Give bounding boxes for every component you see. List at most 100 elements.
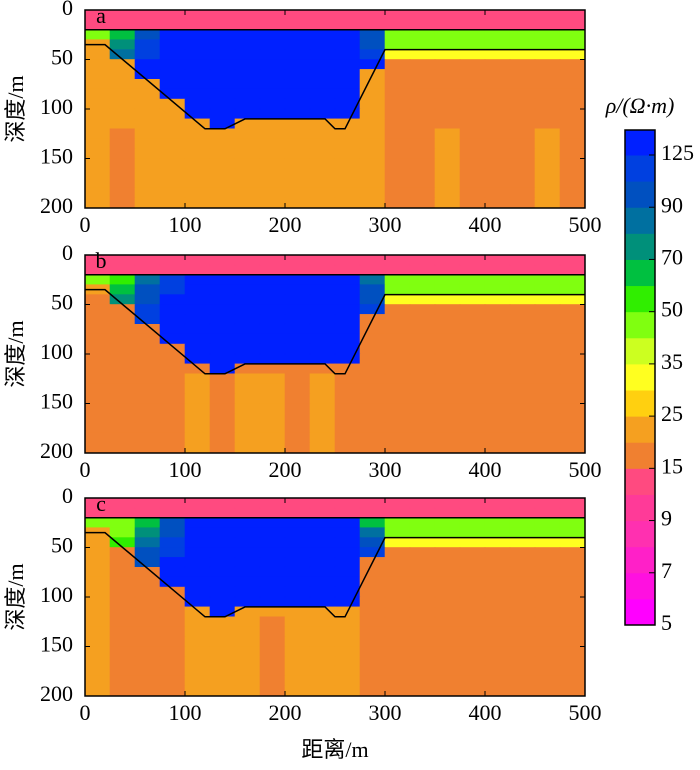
cell: [509, 596, 536, 608]
cell: [484, 606, 511, 618]
cell: [159, 314, 186, 325]
cell: [459, 403, 486, 414]
cell: [109, 168, 136, 179]
cell: [159, 547, 186, 558]
cell: [459, 333, 486, 345]
cell: [309, 168, 336, 179]
cell: [234, 646, 261, 657]
cell: [434, 636, 461, 647]
cell: [84, 383, 111, 394]
cell: [359, 685, 386, 697]
cell: [509, 264, 536, 276]
cell: [309, 675, 336, 687]
cell: [184, 636, 211, 647]
cell: [409, 88, 436, 100]
cell: [84, 49, 111, 60]
cell: [109, 197, 136, 209]
cell: [84, 547, 111, 558]
cell: [284, 168, 311, 179]
cell: [84, 646, 111, 657]
cell: [309, 178, 336, 189]
cell: [359, 187, 386, 199]
cell: [334, 403, 361, 414]
cell: [109, 675, 136, 687]
cell: [359, 363, 386, 375]
cell: [209, 343, 236, 355]
cell: [359, 656, 386, 667]
cell: [334, 527, 361, 538]
cell: [359, 178, 386, 189]
cell: [384, 168, 411, 179]
cell: [559, 497, 586, 509]
cell: [259, 497, 286, 509]
cell: [134, 497, 161, 509]
cell: [284, 373, 311, 384]
cell: [309, 413, 336, 424]
colorbar-title: ρ/(Ω·m): [605, 93, 675, 118]
cell: [534, 383, 561, 394]
cell: [384, 98, 411, 110]
cell: [534, 59, 561, 70]
cell: [184, 69, 211, 80]
cell: [109, 576, 136, 588]
cell: [409, 284, 436, 295]
cell: [284, 294, 311, 305]
cell: [434, 527, 461, 538]
cell: [434, 547, 461, 558]
cell: [334, 187, 361, 199]
cell: [134, 88, 161, 100]
cell: [309, 606, 336, 618]
cell: [484, 442, 511, 454]
cell: [334, 197, 361, 209]
cell: [134, 187, 161, 199]
cell: [309, 79, 336, 90]
cell: [509, 685, 536, 697]
cell: [384, 128, 411, 140]
x-tick-label: 500: [569, 457, 602, 482]
cell: [159, 9, 186, 21]
cell: [409, 507, 436, 519]
cell: [334, 178, 361, 189]
cell: [109, 373, 136, 384]
cell: [434, 656, 461, 667]
cell: [409, 422, 436, 434]
cell: [134, 314, 161, 325]
cell: [409, 665, 436, 677]
cell: [234, 403, 261, 414]
cell: [309, 138, 336, 149]
cell: [309, 685, 336, 697]
cell: [134, 413, 161, 424]
cell: [509, 343, 536, 355]
cell: [509, 19, 536, 31]
cell: [384, 442, 411, 454]
colorbar-swatch: [625, 572, 655, 600]
cell: [109, 596, 136, 608]
cell: [384, 187, 411, 199]
cell: [384, 557, 411, 568]
cell: [509, 363, 536, 375]
cell: [209, 304, 236, 315]
cell: [384, 422, 411, 434]
cell: [484, 128, 511, 140]
cell: [234, 353, 261, 365]
cell: [509, 197, 536, 209]
cell: [359, 442, 386, 454]
cell: [284, 39, 311, 50]
cell: [209, 284, 236, 295]
cell: [209, 566, 236, 578]
cell: [434, 9, 461, 21]
cell: [159, 264, 186, 276]
cell: [109, 656, 136, 667]
cell: [384, 403, 411, 414]
cell: [109, 158, 136, 169]
cell: [259, 29, 286, 40]
cell: [259, 656, 286, 667]
cell: [559, 547, 586, 558]
cell: [159, 59, 186, 70]
cell: [334, 507, 361, 519]
cell: [534, 586, 561, 598]
cell: [534, 576, 561, 588]
cell: [134, 333, 161, 345]
cell: [559, 9, 586, 21]
cell: [409, 19, 436, 31]
